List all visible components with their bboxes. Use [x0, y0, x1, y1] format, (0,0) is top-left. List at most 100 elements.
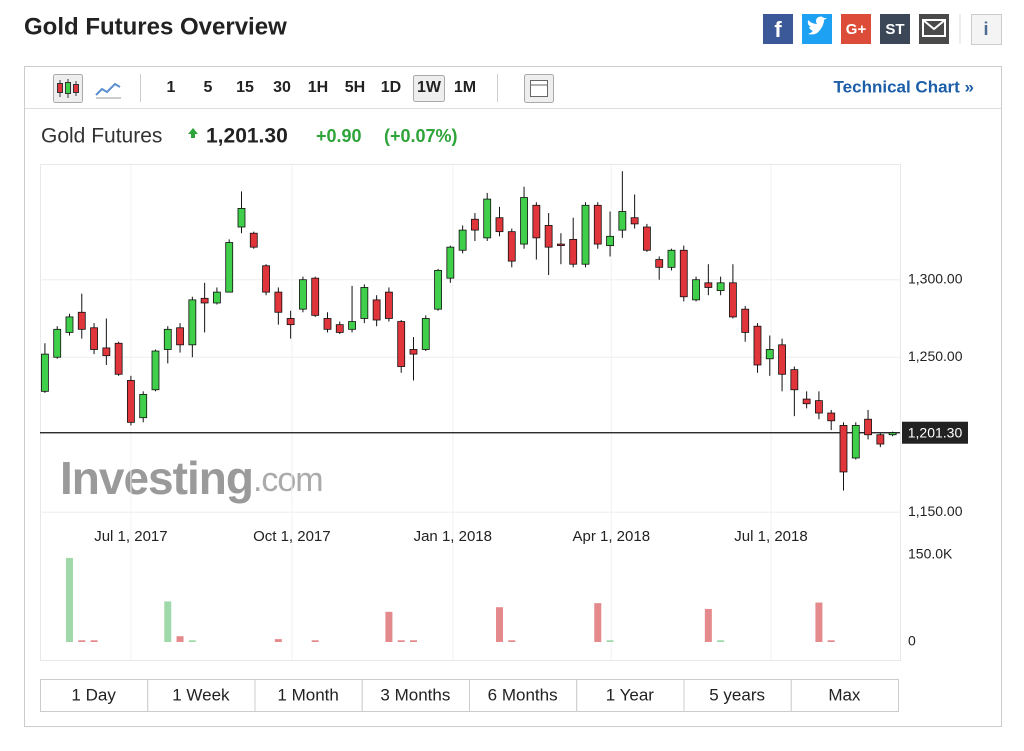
volume-bar — [65, 557, 73, 642]
candle-body — [557, 243, 565, 247]
candle-body — [643, 226, 651, 251]
candle-body — [360, 287, 369, 319]
candle-body — [249, 232, 258, 248]
candle-body — [753, 325, 762, 366]
y-tick-label: 1,150.00 — [908, 503, 963, 519]
interval-button[interactable]: 1D — [381, 79, 401, 96]
y-tick-label: 1,300.00 — [908, 270, 963, 286]
interval-button[interactable]: 1H — [308, 79, 328, 96]
candle-body — [606, 235, 614, 247]
range-label: 1 Week — [172, 685, 230, 704]
candle-body — [790, 369, 799, 391]
candle-body — [200, 297, 209, 304]
interval-button[interactable]: 1 — [167, 79, 176, 96]
info-icon: i — [983, 19, 988, 39]
interval-selected — [413, 75, 445, 102]
email-icon — [922, 19, 946, 37]
volume-tick-label: 150.0K — [908, 546, 953, 562]
googleplus-icon: G+ — [846, 21, 867, 38]
candle-body — [348, 321, 356, 330]
interval-button[interactable]: 5H — [345, 79, 365, 96]
candle-body — [544, 225, 553, 248]
info-button[interactable] — [971, 14, 1002, 45]
candle-body — [618, 211, 627, 231]
interval-button[interactable]: 15 — [236, 79, 254, 96]
watermark: Investing.com — [60, 452, 323, 504]
range-button[interactable] — [254, 679, 363, 712]
candle-body — [876, 434, 885, 445]
candle-body — [692, 279, 700, 301]
volume-bar — [815, 602, 823, 642]
quote-change: +0.90 — [316, 126, 362, 146]
candle-body — [765, 349, 774, 360]
interval-button[interactable]: 1M — [454, 79, 476, 96]
candle-body — [716, 282, 725, 291]
candle-body — [409, 349, 418, 355]
range-button[interactable] — [147, 679, 256, 712]
candle-body — [237, 208, 246, 228]
x-tick-label: Jan 1, 2018 — [414, 528, 492, 545]
plot-area — [40, 164, 901, 661]
volume-bar — [176, 636, 184, 642]
googleplus-button[interactable] — [841, 14, 871, 44]
candle-body — [90, 327, 98, 350]
candle-body — [593, 204, 602, 245]
technical-chart-link[interactable]: Technical Chart » — [834, 77, 974, 96]
candle-body — [41, 353, 49, 392]
stocktwits-icon: ST — [885, 21, 904, 38]
page-title: Gold Futures Overview — [24, 13, 287, 40]
range-button[interactable] — [576, 679, 685, 712]
facebook-button[interactable] — [763, 14, 793, 44]
candle-body — [77, 311, 86, 330]
candle-body — [421, 318, 430, 350]
candle-icon — [57, 79, 79, 98]
candle-body — [397, 321, 406, 367]
volume-bar — [495, 607, 503, 642]
range-button[interactable] — [361, 679, 470, 712]
volume-bar — [164, 601, 172, 642]
volume-bar — [274, 639, 282, 642]
x-tick-label: Jul 1, 2017 — [94, 528, 167, 545]
candle-body — [102, 347, 111, 357]
y-tick-label: 1,250.00 — [908, 348, 963, 364]
quote-change-pct: (+0.07%) — [384, 126, 458, 146]
candle-body — [335, 324, 344, 333]
candle-body — [311, 277, 320, 316]
candle-body — [53, 328, 62, 358]
quote-name: Gold Futures — [41, 125, 162, 148]
line-mode-button[interactable] — [95, 82, 121, 96]
x-tick-label: Jul 1, 2018 — [734, 528, 807, 545]
candle-body — [114, 342, 123, 375]
volume-bar — [397, 640, 405, 642]
up-arrow — [188, 128, 198, 138]
interval-button[interactable]: 5 — [204, 79, 213, 96]
range-label: Max — [828, 685, 861, 704]
candle-body — [864, 418, 872, 436]
candle-body — [151, 350, 160, 391]
candle-body — [446, 246, 455, 279]
volume-tick-label: 0 — [908, 633, 916, 649]
candle-body — [507, 231, 516, 262]
interval-button[interactable]: 1W — [417, 79, 442, 96]
candle-body — [839, 425, 848, 473]
range-label: 1 Year — [606, 685, 655, 704]
volume-bar — [704, 608, 712, 642]
candle-body — [741, 308, 750, 333]
candle-body — [581, 204, 590, 265]
range-label: 5 years — [709, 685, 765, 704]
candle-body — [139, 394, 148, 419]
candle-body — [655, 259, 664, 268]
stocktwits-button[interactable] — [880, 14, 910, 44]
interval-button[interactable]: 30 — [273, 79, 291, 96]
range-label: 3 Months — [380, 685, 450, 704]
candle-body — [286, 318, 295, 326]
watermark-part: .com — [253, 461, 323, 499]
x-tick-label: Apr 1, 2018 — [573, 528, 651, 545]
candle-body — [483, 198, 492, 239]
range-button[interactable] — [683, 679, 792, 712]
quote-price: 1,201.30 — [206, 125, 288, 148]
range-button[interactable] — [790, 679, 899, 712]
volume-bar — [90, 640, 98, 642]
candle-body — [127, 380, 135, 423]
candle-body — [323, 318, 332, 330]
